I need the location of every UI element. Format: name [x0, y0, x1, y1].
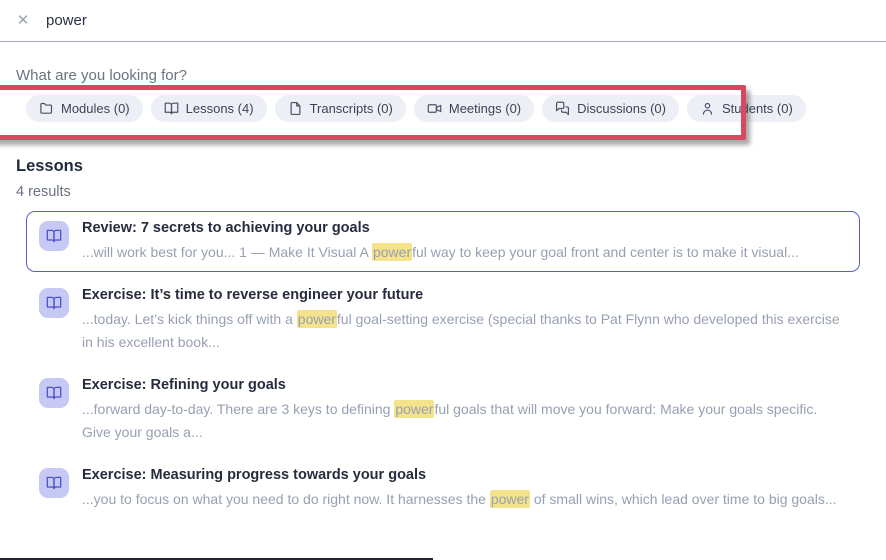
person-icon [700, 101, 715, 116]
filter-chip-label: Transcripts (0) [309, 101, 393, 116]
result-title: Exercise: Refining your goals [82, 377, 286, 393]
filter-chip[interactable]: Students (0) [686, 95, 806, 122]
result-snippet: ...today. Let’s kick things off with a p… [82, 308, 847, 354]
book-icon [39, 288, 69, 318]
book-icon [39, 468, 69, 498]
chat-icon [555, 101, 570, 116]
search-bar: ✕ [0, 0, 886, 42]
search-input[interactable] [46, 12, 870, 29]
search-result-row[interactable]: Review: 7 secrets to achieving your goal… [26, 211, 860, 272]
snippet-highlight: power [296, 310, 337, 328]
snippet-text: ...you to focus on what you need to do r… [82, 491, 490, 507]
result-snippet: ...forward day-to-day. There are 3 keys … [82, 398, 847, 444]
filter-chips-zone: Modules (0) Lessons (4) Transcripts (0) … [0, 85, 886, 140]
search-result-row[interactable]: Exercise: It’s time to reverse engineer … [26, 278, 860, 362]
snippet-text: ...forward day-to-day. There are 3 keys … [82, 401, 395, 417]
transcript-icon [288, 101, 303, 116]
snippet-text: ...today. Let’s kick things off with a [82, 311, 297, 327]
filter-chip-label: Meetings (0) [448, 101, 522, 116]
snippet-text: ful way to keep your goal front and cent… [412, 244, 799, 260]
snippet-highlight: power [489, 490, 530, 508]
folder-icon [39, 101, 54, 116]
result-title: Review: 7 secrets to achieving your goal… [82, 220, 370, 236]
result-count: 4 results [16, 184, 71, 200]
snippet-text: of small wins, which lead over time to b… [529, 491, 837, 507]
result-title: Exercise: Measuring progress towards you… [82, 467, 427, 483]
filter-chip-label: Lessons (4) [185, 101, 254, 116]
filter-chip-label: Discussions (0) [577, 101, 666, 116]
section-title: Lessons [16, 157, 83, 175]
snippet-text: ...will work best for you... 1 — Make It… [82, 244, 372, 260]
snippet-highlight: power [371, 243, 413, 261]
result-snippet: ...you to focus on what you need to do r… [82, 488, 847, 511]
filter-chips-row: Modules (0) Lessons (4) Transcripts (0) … [26, 95, 886, 122]
search-result-row[interactable]: Exercise: Measuring progress towards you… [26, 458, 860, 519]
bottom-edge-strip [0, 558, 433, 560]
filter-chip-label: Modules (0) [61, 101, 130, 116]
result-snippet: ...will work best for you... 1 — Make It… [82, 241, 847, 264]
book-icon [164, 101, 179, 116]
book-icon [39, 221, 69, 251]
filter-chip[interactable]: Modules (0) [26, 95, 143, 122]
filter-chip[interactable]: Lessons (4) [150, 95, 267, 122]
search-result-row[interactable]: Exercise: Refining your goals ...forward… [26, 368, 860, 452]
filter-chip[interactable]: Discussions (0) [542, 95, 679, 122]
filter-chip-label: Students (0) [721, 101, 793, 116]
video-icon [427, 101, 442, 116]
snippet-text: ful goals that will move you forward: Ma… [82, 401, 818, 440]
filter-chip[interactable]: Meetings (0) [413, 95, 535, 122]
result-title: Exercise: It’s time to reverse engineer … [82, 287, 424, 303]
close-icon[interactable]: ✕ [12, 10, 34, 32]
filter-chip[interactable]: Transcripts (0) [274, 95, 406, 122]
search-prompt-label: What are you looking for? [16, 67, 187, 84]
book-icon [39, 378, 69, 408]
results-list: Review: 7 secrets to achieving your goal… [26, 211, 860, 519]
snippet-highlight: power [394, 400, 435, 418]
snippet-text: ful goal-setting exercise (special thank… [82, 311, 840, 350]
